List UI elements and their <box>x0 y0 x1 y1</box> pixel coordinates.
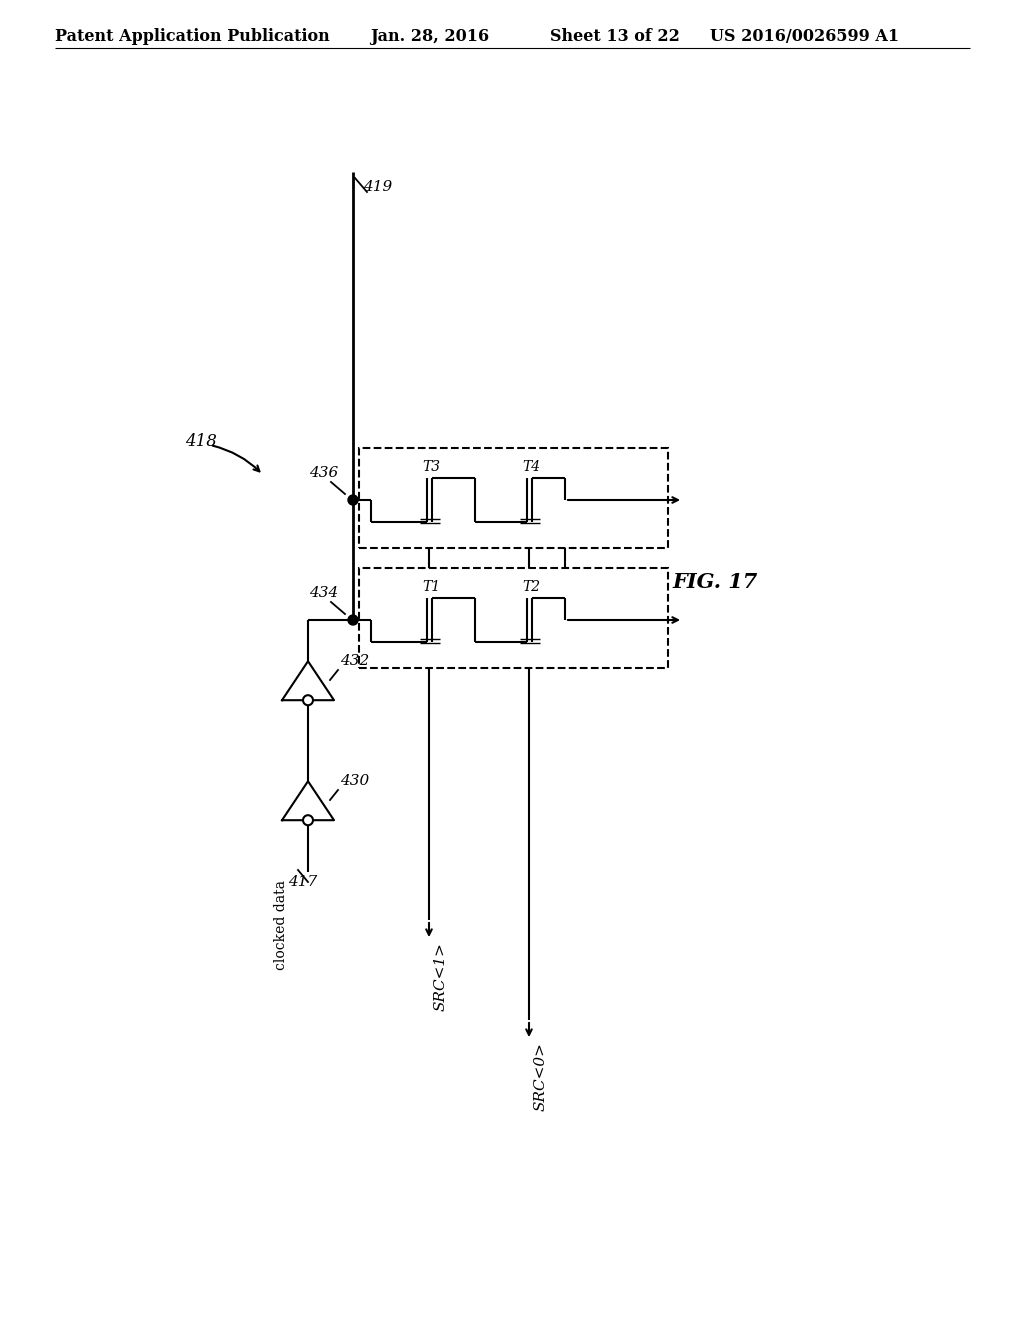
Bar <box>359 447 668 548</box>
Circle shape <box>303 816 313 825</box>
Text: 418: 418 <box>185 433 217 450</box>
Text: FIG. 17: FIG. 17 <box>672 572 758 591</box>
Text: T4: T4 <box>522 459 540 474</box>
Circle shape <box>303 696 313 705</box>
Text: T3: T3 <box>422 459 440 474</box>
Text: 430: 430 <box>340 774 370 788</box>
Text: 432: 432 <box>340 653 370 668</box>
Circle shape <box>348 615 358 624</box>
Text: 417: 417 <box>289 875 317 888</box>
Text: Patent Application Publication: Patent Application Publication <box>55 28 330 45</box>
Text: T2: T2 <box>522 579 540 594</box>
Text: US 2016/0026599 A1: US 2016/0026599 A1 <box>710 28 899 45</box>
Text: clocked data: clocked data <box>274 880 288 970</box>
Text: SRC<1>: SRC<1> <box>434 942 449 1011</box>
Text: 436: 436 <box>309 466 338 480</box>
Text: Sheet 13 of 22: Sheet 13 of 22 <box>550 28 680 45</box>
Bar <box>359 568 668 668</box>
Text: T1: T1 <box>422 579 440 594</box>
Text: 434: 434 <box>309 586 338 601</box>
Text: 419: 419 <box>362 180 392 194</box>
Text: SRC<0>: SRC<0> <box>534 1041 548 1111</box>
Text: Jan. 28, 2016: Jan. 28, 2016 <box>370 28 489 45</box>
Circle shape <box>348 495 358 506</box>
